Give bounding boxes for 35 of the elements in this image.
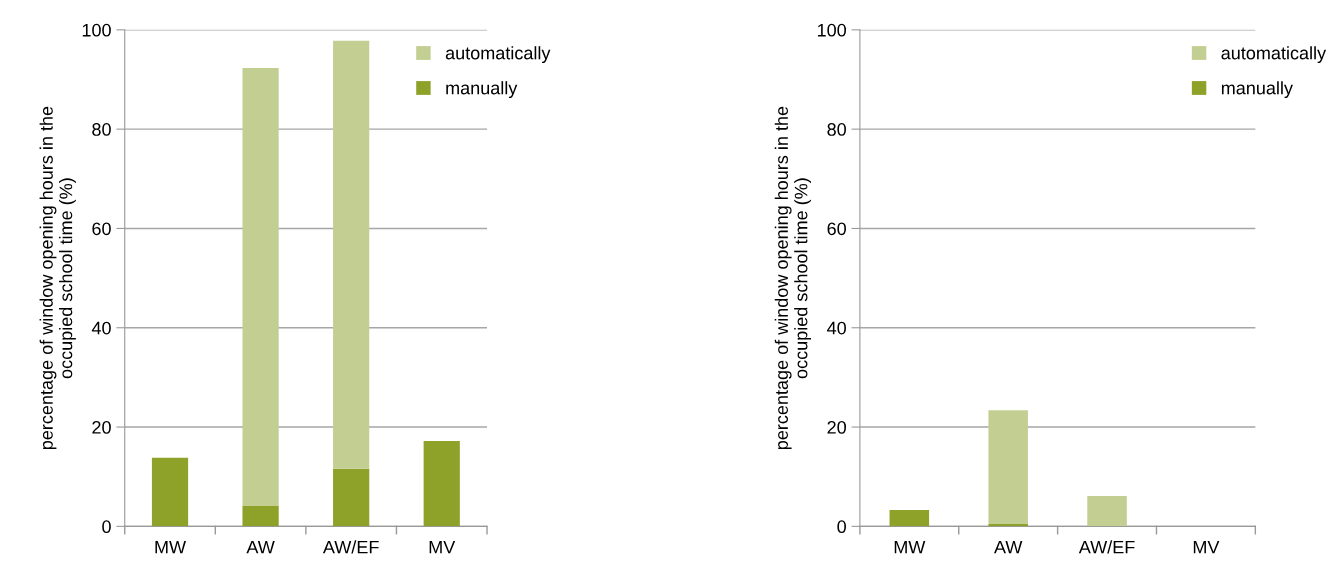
y-tick-label: 0 [837, 520, 846, 534]
y-tick-label: 80 [92, 123, 111, 136]
bar [242, 506, 279, 527]
y-tick-label: 40 [91, 321, 111, 335]
legend-label: manually [446, 81, 518, 99]
bar [423, 440, 460, 527]
bar [889, 509, 930, 527]
x-tick-label: AW [246, 540, 275, 554]
x-tick-label: MW [894, 540, 926, 554]
legend-label: automatically [1221, 46, 1327, 64]
x-tick-label: AW/EF [1078, 540, 1135, 554]
y-tick-label: 20 [92, 420, 111, 434]
legend-label: manually [1221, 81, 1293, 99]
x-tick-label: MV [1193, 540, 1220, 554]
y-axis-title: percentage of window opening hours in the occupied school time (%) [774, 106, 812, 450]
bar [242, 68, 279, 506]
x-tick-label: MV [429, 540, 456, 554]
x-tick-label: AW/EF [322, 540, 379, 554]
bar [333, 468, 370, 527]
y-tick-label: 100 [817, 23, 846, 37]
y-tick-label: 20 [827, 420, 846, 434]
bar [333, 40, 370, 469]
y-tick-label: 40 [827, 321, 846, 335]
bar [151, 457, 189, 527]
bar [988, 410, 1028, 524]
y-tick-label: 60 [92, 222, 111, 236]
y-axis-title: percentage of window opening hours in the occupied school time (%) [39, 106, 76, 450]
x-tick-label: AW [994, 540, 1023, 554]
y-tick-label: 100 [82, 23, 111, 37]
y-tick-label: 0 [102, 520, 111, 534]
bar [1087, 496, 1127, 527]
x-tick-label: MW [155, 540, 186, 554]
y-tick-label: 60 [827, 222, 846, 236]
legend-label: automatically [445, 46, 551, 64]
y-tick-label: 80 [827, 123, 846, 136]
